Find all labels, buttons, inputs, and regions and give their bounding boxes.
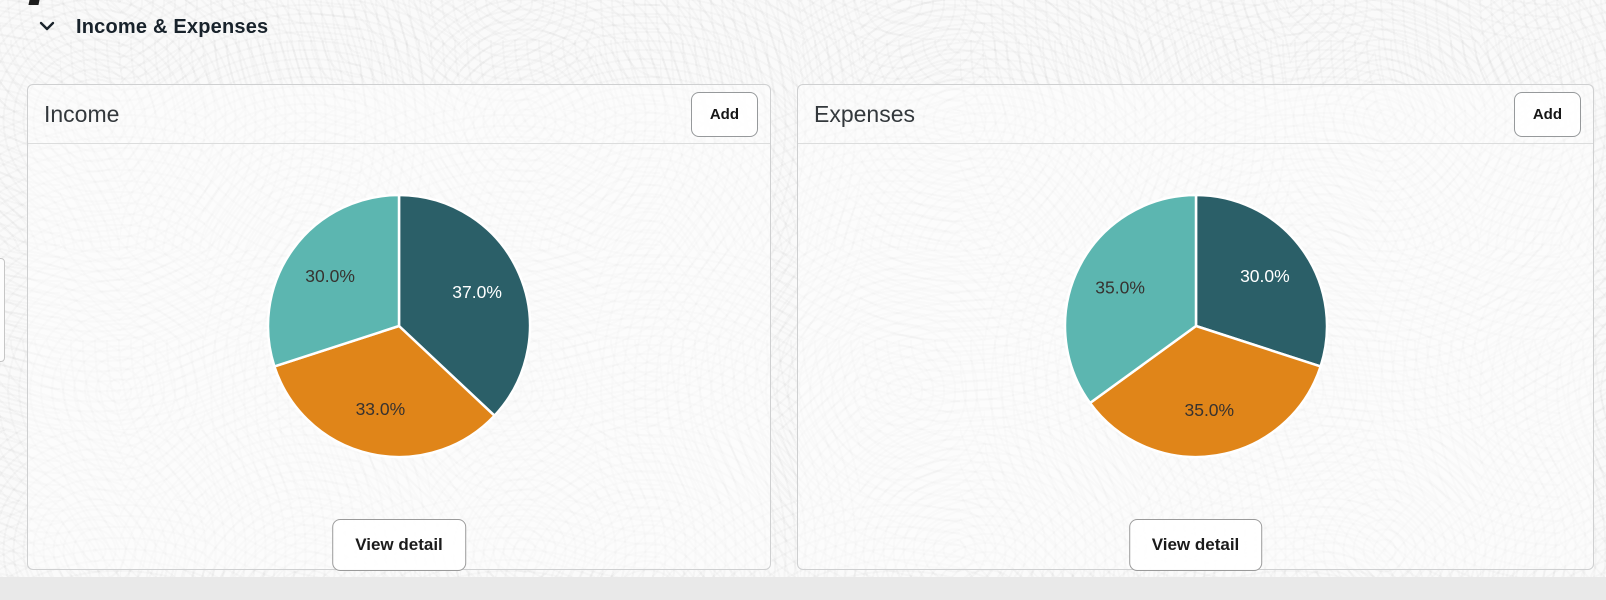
pie-slice[interactable]: [397, 193, 532, 417]
pie-slice[interactable]: [1063, 193, 1197, 405]
pie-slice[interactable]: [273, 324, 496, 459]
top-edge-artifact: [28, 0, 40, 5]
section-title: Income & Expenses: [76, 15, 269, 38]
pie-slice[interactable]: [1194, 193, 1328, 368]
expenses-card-title: Expenses: [814, 100, 916, 127]
pie-slice-label: 37.0%: [452, 282, 502, 302]
section-header: Income & Expenses: [35, 10, 268, 44]
income-add-button[interactable]: Add: [690, 91, 758, 137]
expenses-pie-chart[interactable]: 30.0% 35.0% 35.0%: [1046, 176, 1346, 476]
pie-slice-label: 30.0%: [1240, 266, 1290, 286]
page-footer-strip: [0, 577, 1606, 600]
left-panel-handle[interactable]: [0, 258, 5, 362]
expenses-view-detail-button[interactable]: View detail: [1128, 519, 1263, 571]
income-view-detail-button[interactable]: View detail: [332, 519, 466, 571]
income-card-header: Income Add: [28, 85, 770, 144]
pie-slice[interactable]: [266, 193, 401, 368]
pie-slice-label: 35.0%: [1184, 400, 1234, 420]
income-pie-chart[interactable]: 37.0% 33.0% 30.0%: [249, 176, 549, 476]
income-chart-region: 37.0% 33.0% 30.0% View detail: [28, 144, 770, 571]
income-card-title: Income: [44, 100, 120, 127]
pie-slice-label: 30.0%: [305, 266, 355, 286]
income-card: Income Add 37.0% 33.0% 30.0% View detail: [27, 84, 771, 571]
expenses-chart-region: 30.0% 35.0% 35.0% View detail: [798, 144, 1593, 571]
expenses-card-header: Expenses Add: [798, 85, 1593, 144]
chevron-down-icon: [37, 16, 57, 39]
expenses-card: Expenses Add 30.0% 35.0% 35.0% View detail: [797, 84, 1594, 571]
section-collapse-button[interactable]: [35, 15, 59, 39]
pie-slice-label: 33.0%: [356, 399, 406, 419]
pie-slice-label: 35.0%: [1095, 277, 1145, 297]
pie-slice[interactable]: [1088, 324, 1322, 459]
expenses-add-button[interactable]: Add: [1513, 91, 1581, 137]
